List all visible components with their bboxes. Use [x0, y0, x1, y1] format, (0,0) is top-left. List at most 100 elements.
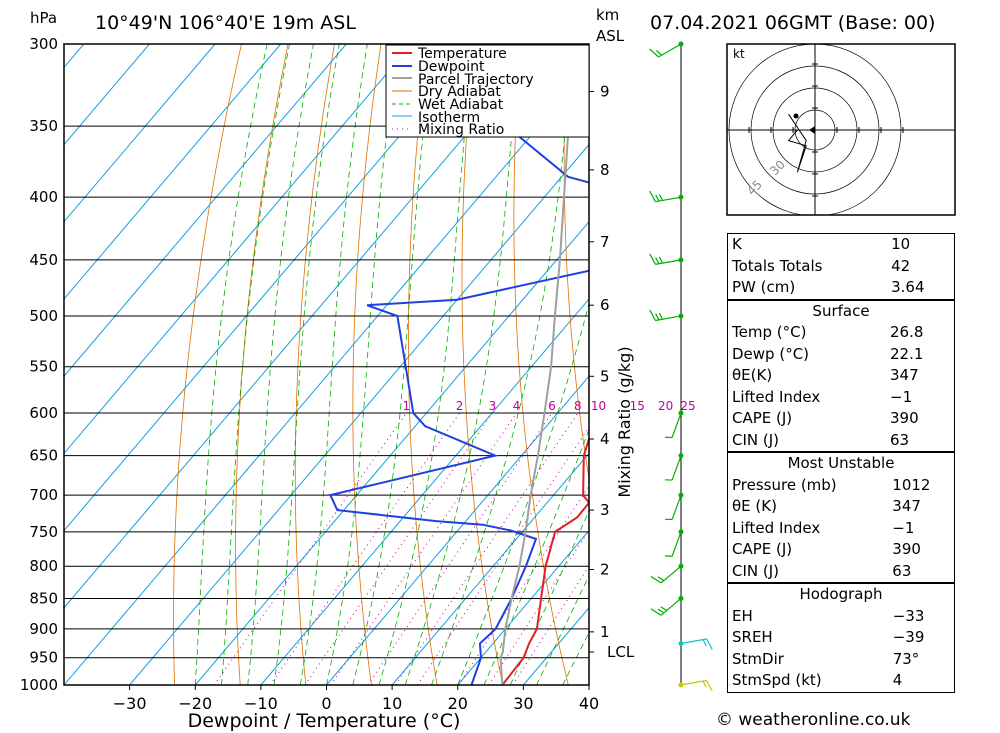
isotherm-line	[64, 44, 413, 455]
wind-barb-flag	[649, 190, 656, 202]
height-tick-label: 3	[600, 501, 610, 519]
isotherm-line	[64, 44, 347, 377]
indices-box-surface: Surface Temp (°C) 26.8 Dewp (°C) 22.1 θE(K…	[727, 299, 955, 452]
x-tick-label: −30	[113, 694, 147, 713]
temperature-line	[501, 435, 589, 685]
index-row: Pressure (mb) 1012	[732, 475, 931, 494]
hodograph-storm-dot	[793, 113, 799, 119]
isotherm-line	[64, 44, 478, 532]
wet-adiabat-line	[326, 44, 399, 685]
mixing-ratio-line	[304, 412, 493, 685]
mixing-ratio-label: 10	[591, 399, 606, 413]
wet-adiabat-line	[247, 44, 314, 685]
wind-barb-flag	[655, 257, 660, 265]
index-row: θE(K) 347	[732, 366, 919, 384]
height-tick-label: 4	[600, 430, 610, 448]
mixing-ratio-label: 25	[680, 399, 695, 413]
wet-adiabat-line	[483, 428, 589, 685]
height-tick-label: 9	[600, 83, 610, 101]
index-row: StmDir 73°	[732, 649, 920, 668]
height-tick-label: 1	[600, 623, 610, 641]
mixing-ratio-label: 15	[630, 399, 645, 413]
index-row: Dewp (°C) 22.1	[732, 344, 924, 363]
wind-barb-staff	[660, 598, 682, 616]
height-unit: km	[596, 6, 619, 24]
hodograph-origin-marker	[809, 126, 815, 134]
index-row: PW (cm) 3.64	[728, 277, 954, 299]
pressure-tick-label: 850	[29, 589, 58, 607]
pressure-tick-label: 800	[29, 557, 58, 575]
dry-adiabat-line	[235, 44, 289, 685]
legend-dry-adiabat: Dry Adiabat	[418, 84, 501, 100]
isotherm-line	[0, 44, 18, 685]
axes: 3003504004505005506006507007508008509009…	[20, 35, 599, 713]
dry-adiabat-line	[173, 44, 242, 685]
section-title-surface: Surface	[728, 299, 954, 322]
mixing-ratio-label: 6	[548, 399, 556, 413]
wet-adiabat-line	[194, 44, 268, 685]
x-tick-label: 10	[382, 694, 402, 713]
x-tick-label: −20	[178, 694, 212, 713]
x-tick-label: 20	[448, 694, 468, 713]
hodograph-trace	[787, 113, 815, 173]
legend-wet-adiabat: Wet Adiabat	[418, 97, 504, 113]
mixing-ratio-label: 8	[574, 399, 582, 413]
wind-barb-flag	[702, 639, 707, 647]
wind-barb-flag	[655, 194, 660, 202]
isobars	[64, 43, 589, 686]
dry-adiabat-line	[986, 44, 1000, 685]
mixing-ratio-label: 3	[489, 399, 497, 413]
index-row: θE (K) 347	[732, 497, 921, 515]
parcel-trajectory-line	[499, 44, 577, 685]
pressure-tick-label: 1000	[20, 676, 58, 694]
index-row: CAPE (J) 390	[732, 540, 921, 558]
wind-barb-staff	[680, 679, 707, 686]
pressure-tick-label: 400	[29, 188, 58, 206]
wind-barb-staff	[671, 494, 682, 520]
isotherm-line	[64, 44, 282, 300]
index-label: Totals Totals	[732, 256, 823, 275]
index-row: CIN (J) 63	[732, 561, 912, 580]
pressure-tick-label: 700	[29, 486, 58, 504]
series-lines	[328, 44, 589, 685]
height-tick-label: 2	[600, 561, 610, 579]
pressure-unit: hPa	[30, 9, 57, 27]
mixing-ratio-line	[269, 412, 460, 685]
index-value: 3.64	[891, 278, 925, 296]
wind-barb-flag	[650, 576, 662, 584]
wind-barb-flag	[649, 309, 656, 321]
wet-adiabat-line	[299, 44, 368, 685]
legend-mixing-ratio: Mixing Ratio	[418, 122, 504, 138]
wind-barb-flag	[658, 193, 664, 201]
wind-barbs	[649, 41, 713, 692]
index-row: K 10	[728, 234, 954, 256]
mixing-ratio-labels: 1 2 3 4 6 8 10 15 20 25	[403, 399, 696, 413]
wind-barb-staff	[680, 638, 707, 645]
credit-link[interactable]: © weatheronline.co.uk	[716, 710, 911, 730]
pressure-tick-label: 350	[29, 117, 58, 135]
x-tick-label: −10	[244, 694, 278, 713]
height-tick-label: 6	[600, 296, 610, 314]
wet-adiabat-line	[457, 301, 589, 685]
pressure-tick-label: 550	[29, 358, 58, 376]
index-value: 10	[891, 235, 911, 253]
index-row: Lifted Index −1	[732, 387, 913, 406]
dry-adiabat-line	[294, 44, 335, 685]
legend-dewpoint: Dewpoint	[418, 59, 485, 75]
x-tick-label: 0	[321, 694, 331, 713]
height-tick-label: 5	[600, 367, 610, 385]
isotherm-line	[64, 44, 544, 609]
wind-barb-staff	[671, 455, 682, 481]
wind-barb-staff	[671, 412, 682, 438]
indices-box-most-unstable: Most Unstable Pressure (mb) 1012 θE (K) 34…	[727, 452, 955, 583]
wet-adiabat-line	[536, 574, 589, 685]
index-row: Lifted Index −1	[732, 518, 915, 537]
wind-barb-flag	[706, 638, 713, 650]
pressure-tick-label: 500	[29, 307, 58, 325]
wind-barb-flag	[649, 48, 659, 58]
wind-barb-flag	[658, 256, 664, 264]
pressure-tick-label: 300	[29, 35, 58, 53]
x-tick-label: 40	[579, 694, 599, 713]
isotherm-line	[326, 375, 589, 685]
